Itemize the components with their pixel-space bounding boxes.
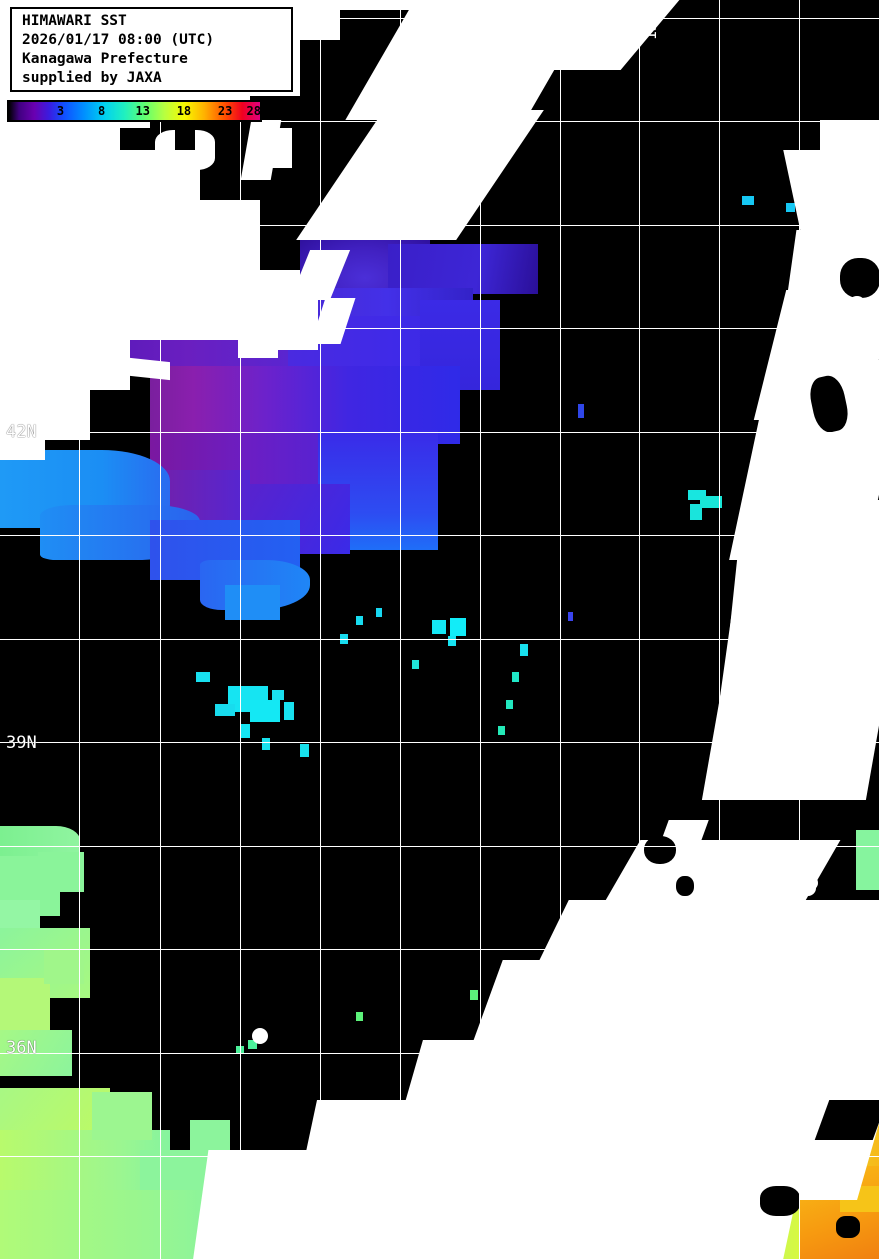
colorbar-tick-3: 3 [56,104,65,118]
lat-label-39n: 39N [6,733,37,753]
colorbar-tick-13: 13 [135,104,151,118]
colorbar-tick-28: 28 [246,104,261,118]
colorbar-backing-blob-tail [175,120,195,150]
sst-colorbar: 3 8 13 18 23 28 [7,100,262,122]
colorbar-tick-18: 18 [176,104,192,118]
title-line-product: HIMAWARI SST [22,13,127,29]
title-line-datetime: 2026/01/17 08:00 (UTC) [22,32,215,48]
colorbar-tick-labels: 3 8 13 18 23 28 [9,102,261,120]
lat-label-42n: 42N [6,422,37,442]
colorbar-tick-8: 8 [97,104,106,118]
lat-label-36n: 36N [6,1038,37,1058]
product-title-box: HIMAWARI SST 2026/01/17 08:00 (UTC) Kana… [10,7,293,92]
colorbar-gradient [9,102,260,120]
title-line-region: Kanagawa Prefecture [22,51,188,67]
title-line-provider: supplied by JAXA [22,70,162,86]
lon-label-138e: 138E [642,4,660,41]
colorbar-tick-23: 23 [217,104,233,118]
